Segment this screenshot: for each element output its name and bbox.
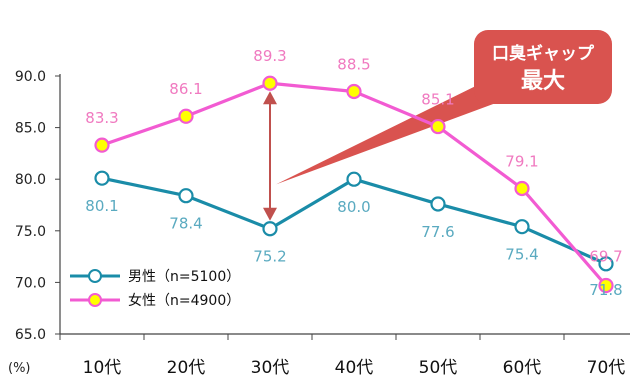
unit-label: (%) [8,361,31,376]
data-label: 71.8 [589,281,622,299]
y-tick-label: 65.0 [15,327,46,343]
x-tick-label: 50代 [419,358,458,378]
data-label: 77.6 [421,223,454,241]
legend-label: 女性（n=4900） [128,292,240,309]
data-point [262,221,278,237]
data-label: 75.2 [253,248,286,266]
callout-subtitle: 最大 [521,69,565,94]
data-point [178,188,194,204]
x-tick-label: 40代 [335,358,374,378]
data-label: 85.1 [421,91,454,109]
data-point [514,180,530,197]
y-tick-label: 80.0 [15,172,46,188]
callout-title: 口臭ギャップ [492,43,595,64]
data-label: 80.1 [85,197,118,215]
x-tick-label: 10代 [83,358,122,378]
legend-label: 男性（n=5100） [128,269,240,285]
data-point [178,108,194,124]
data-point [346,171,362,187]
data-point [94,137,110,153]
data-point [598,256,614,272]
y-tick-label: 75.0 [15,224,46,240]
data-point [346,83,362,100]
legend-marker [88,269,102,283]
data-label: 69.7 [589,247,622,265]
x-tick-label: 60代 [503,358,542,378]
x-tick-label: 30代 [251,358,290,378]
y-tick-label: 90.0 [15,69,46,85]
data-label: 83.3 [85,109,118,127]
data-label: 86.1 [169,80,202,98]
data-label: 88.5 [337,55,370,73]
data-point [262,75,278,91]
x-tick-label: 70代 [587,358,626,378]
data-point [430,118,446,135]
y-tick-label: 70.0 [15,275,46,291]
callout-pointer [276,76,504,185]
x-tick-label: 20代 [167,358,206,378]
y-tick-label: 85.0 [15,121,46,137]
data-label: 80.0 [337,198,370,216]
data-label: 89.3 [253,47,286,65]
gap-arrow-head-bottom [263,207,277,221]
data-point [514,219,530,235]
data-point [430,196,446,212]
data-point [94,170,110,186]
legend-marker [88,293,102,307]
data-point [598,277,614,294]
gap-arrow-head-top [263,91,277,105]
data-label: 79.1 [505,152,538,170]
data-label: 75.4 [505,246,538,264]
callout-box [474,30,612,104]
data-label: 78.4 [169,215,202,233]
